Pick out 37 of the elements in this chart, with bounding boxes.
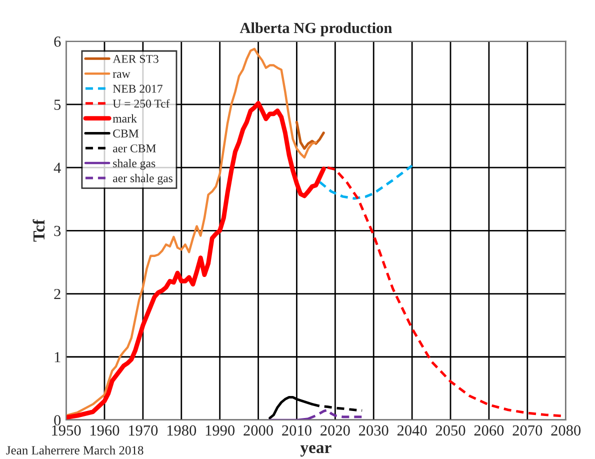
x-tick-label: 2010	[282, 425, 312, 436]
x-tick-label: 2020	[320, 425, 350, 436]
chart-title: Alberta NG production	[240, 22, 392, 36]
legend-label: aer shale gas	[113, 174, 173, 185]
x-tick-label: 1960	[90, 425, 120, 436]
legend-label: AER ST3	[112, 54, 158, 63]
line-series	[66, 48, 318, 417]
x-tick-label: 2050	[436, 425, 466, 436]
legend-label: U = 250 Tcf	[112, 99, 170, 108]
legend-label: CBM	[113, 130, 139, 138]
x-tick-label: 2000	[244, 425, 273, 436]
x-tick-label: 1970	[129, 425, 158, 436]
x-tick-label: 2070	[512, 425, 542, 436]
legend-label: NEB 2017	[112, 84, 162, 93]
x-axis-title: year	[300, 445, 332, 457]
x-tick-label: 2030	[359, 425, 388, 436]
y-axis-title: Tcf	[32, 219, 45, 242]
line-series	[318, 164, 414, 200]
x-tick-label: 1950	[52, 425, 81, 436]
line-series	[295, 120, 325, 150]
y-tick-label: 1	[54, 352, 60, 362]
y-tick-label: 0	[54, 415, 61, 426]
legend-label: shale gas	[113, 158, 156, 170]
x-tick-label: 1990	[206, 425, 235, 436]
legend-label: mark	[112, 114, 137, 123]
legend-label: aer CBM	[113, 144, 156, 152]
y-tick-label: 5	[54, 100, 61, 110]
text: Jean Laherrere March 2018	[6, 446, 144, 455]
legend-label: raw	[112, 72, 130, 78]
x-tick-label: 2060	[474, 425, 504, 436]
y-tick-label: 3	[54, 226, 61, 236]
x-tick-label: 2040	[397, 425, 427, 436]
y-tick-label: 2	[54, 288, 60, 300]
y-tick-label: 6	[54, 36, 61, 47]
y-tick-label: 4	[54, 162, 61, 173]
x-tick-label: 2080	[551, 425, 581, 436]
x-tick-label: 1980	[167, 425, 196, 436]
